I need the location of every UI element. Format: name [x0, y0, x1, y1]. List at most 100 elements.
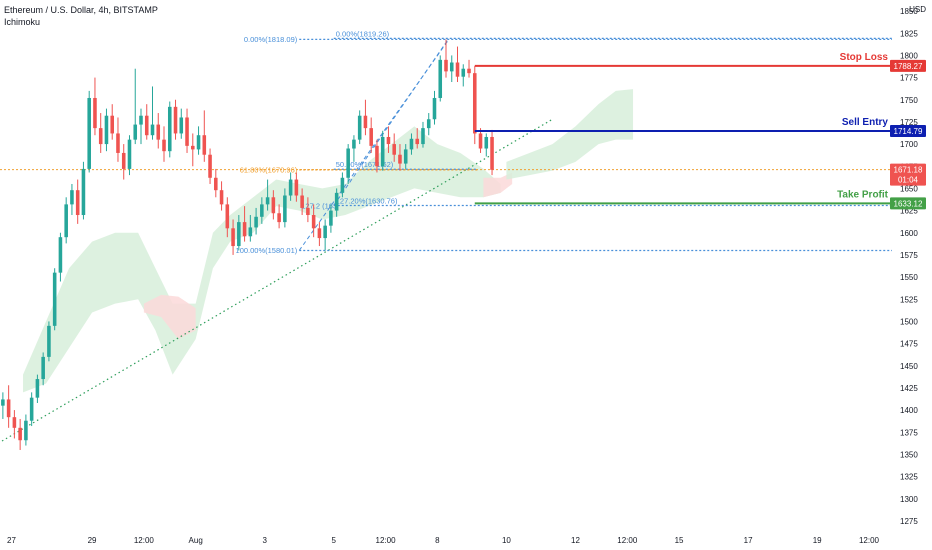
sell-entry-label: Sell Entry — [842, 117, 889, 128]
candle-body — [18, 427, 22, 441]
candle-body — [52, 272, 57, 326]
candle-body — [121, 152, 126, 169]
candle-body — [323, 225, 327, 239]
candle-body — [214, 177, 218, 191]
candle-body — [242, 222, 247, 237]
candle-body — [104, 115, 109, 145]
y-axis-tick-label: 1375 — [900, 428, 918, 437]
candle-body — [139, 115, 143, 125]
stop-loss-tag-value: 1788.27 — [894, 62, 923, 71]
candle-body — [409, 138, 414, 150]
y-axis-tick-label: 1800 — [900, 51, 918, 60]
y-axis-tick-label: 1400 — [900, 406, 918, 415]
candle-body — [363, 115, 368, 129]
candle-body — [449, 62, 454, 72]
candle-body — [398, 154, 402, 164]
candle-body — [150, 124, 155, 136]
y-axis-tick-label: 1350 — [900, 450, 918, 459]
candle-body — [294, 179, 299, 196]
candle-body — [415, 138, 420, 145]
candle-body — [478, 133, 483, 149]
y-axis-tick-label: 1850 — [900, 7, 918, 16]
candle-body — [47, 325, 51, 357]
x-axis-tick-label: 29 — [88, 536, 97, 545]
candle-body — [392, 144, 396, 155]
candle-body — [306, 207, 310, 216]
y-axis-tick-label: 1275 — [900, 517, 918, 526]
candle-body — [116, 133, 120, 153]
candle-body — [162, 139, 166, 152]
y-axis-tick-label: 1575 — [900, 251, 918, 260]
candle-body — [380, 136, 385, 167]
candle-body — [352, 139, 356, 149]
fib-extension-label: 127.20%(1630.76) — [336, 196, 398, 205]
candle-body — [24, 420, 28, 441]
candle-body — [225, 204, 230, 229]
y-axis-tick-label: 1825 — [900, 29, 918, 38]
candle-body — [208, 154, 212, 178]
y-axis-tick-label: 1500 — [900, 317, 918, 326]
candle-body — [317, 228, 322, 239]
candle-body — [438, 59, 443, 98]
candle-body — [265, 197, 270, 205]
take-profit-tag — [890, 197, 926, 210]
candle-body — [70, 190, 74, 205]
candle-body — [461, 68, 466, 77]
y-axis-tick-label: 1725 — [900, 118, 918, 127]
candle-body — [35, 379, 40, 398]
candle-body — [369, 128, 373, 146]
candle-body — [167, 106, 172, 152]
y-axis-tick-label: 1650 — [900, 184, 918, 193]
x-axis-tick-label: 10 — [502, 536, 511, 545]
candle-body — [12, 417, 17, 428]
y-axis-tick-label: 1550 — [900, 273, 918, 282]
candle-body — [271, 197, 276, 214]
candle-body — [432, 97, 437, 120]
y-axis-tick-label: 1775 — [900, 74, 918, 83]
y-axis-tick-label: 1625 — [900, 207, 918, 216]
candle-body — [81, 168, 86, 216]
candle-body — [340, 177, 345, 193]
fib-extension-label: 0.00%(1819.26) — [336, 29, 390, 38]
x-axis-tick-label: 12:00 — [376, 536, 397, 545]
candle-body — [386, 136, 391, 145]
candle-body — [300, 195, 304, 208]
candle-body — [357, 115, 362, 140]
candle-body — [29, 397, 34, 421]
candle-body — [58, 237, 63, 273]
x-axis-tick-label: 12 — [571, 536, 580, 545]
x-axis-tick-label: 19 — [813, 536, 822, 545]
candle-body — [173, 106, 178, 134]
candle-body — [472, 73, 477, 134]
fib-level-label: 100.00%(1580.01) — [236, 246, 298, 255]
sell-entry-tag — [890, 124, 926, 137]
last-price-tag — [890, 163, 926, 186]
ichimoku-cloud-bearish — [143, 294, 196, 340]
candle-body — [490, 136, 494, 170]
candle-body — [248, 227, 253, 237]
last-price-countdown: 01:04 — [898, 176, 919, 185]
y-axis-tick-label: 1700 — [900, 140, 918, 149]
candle-body — [87, 97, 91, 169]
candle-body — [231, 228, 235, 247]
candle-body — [283, 195, 287, 223]
candle-body — [1, 399, 5, 406]
candle-body — [64, 204, 68, 238]
y-axis-tick-label: 1475 — [900, 340, 918, 349]
candle-body — [467, 68, 471, 74]
candle-body — [93, 97, 97, 129]
candle-body — [311, 215, 316, 229]
candle-body — [484, 136, 489, 149]
take-profit-label: Take Profit — [837, 189, 889, 200]
chart-title: Ethereum / U.S. Dollar, 4h, BITSTAMP — [4, 5, 158, 15]
candle-body — [277, 213, 281, 223]
y-axis-tick-label: 1525 — [900, 295, 918, 304]
x-axis-tick-label: Aug — [189, 536, 203, 545]
x-axis-tick-label: 3 — [262, 536, 267, 545]
candle-body — [6, 399, 11, 418]
x-axis-tick-label: 12:00 — [859, 536, 880, 545]
take-profit-tag-value: 1633.12 — [894, 199, 923, 208]
candle-body — [144, 115, 149, 136]
candle-body — [346, 148, 350, 178]
